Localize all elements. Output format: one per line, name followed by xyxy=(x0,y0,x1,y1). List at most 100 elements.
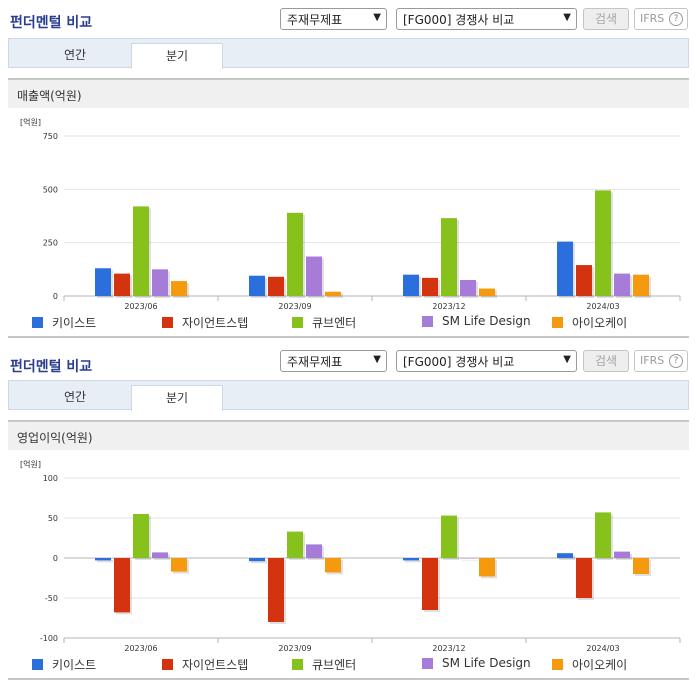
bar xyxy=(287,531,303,558)
question-icon: ? xyxy=(669,12,683,26)
legend-label: 자이언트스텝 xyxy=(182,658,249,672)
legend-swatch xyxy=(32,317,43,328)
chevron-down-icon: ▼ xyxy=(373,12,381,23)
bar-shadow xyxy=(97,560,113,563)
x-tick-label: 2023/06 xyxy=(124,644,157,653)
x-tick-label: 2023/09 xyxy=(278,302,311,311)
compare-group-select[interactable]: [FG000] 경쟁사 비교 ▼ xyxy=(396,8,577,30)
bar xyxy=(614,551,630,558)
legend-label: 키이스트 xyxy=(52,316,97,330)
ifrs-help-button[interactable]: IFRS ? xyxy=(634,8,688,30)
y-tick-label: 50 xyxy=(48,514,58,523)
bar-shadow xyxy=(462,560,478,561)
tab-annual[interactable]: 연간 xyxy=(63,390,87,404)
legend-label: 큐브엔터 xyxy=(312,658,357,672)
statement-type-select[interactable]: 주재무제표 ▼ xyxy=(280,350,387,372)
period-tabs: 연간 분기 xyxy=(8,38,689,69)
bar xyxy=(557,241,573,296)
bar-shadow xyxy=(405,560,421,563)
compare-group-value: [FG000] 경쟁사 비교 xyxy=(403,355,515,369)
panel-title: 펀더멘털 비교 xyxy=(10,359,93,375)
bar xyxy=(479,288,495,296)
legend-item-cube[interactable]: 큐브엔터 xyxy=(292,656,356,673)
bar xyxy=(95,268,111,296)
bar xyxy=(171,558,187,572)
ifrs-help-button[interactable]: IFRS ? xyxy=(634,350,688,372)
legend-swatch xyxy=(552,659,563,670)
tab-annual[interactable]: 연간 xyxy=(63,48,87,62)
legend-label: SM Life Design xyxy=(442,656,531,670)
compare-group-select[interactable]: [FG000] 경쟁사 비교 ▼ xyxy=(396,350,577,372)
chevron-down-icon: ▼ xyxy=(563,12,571,23)
bar xyxy=(460,558,476,559)
bar xyxy=(325,558,341,573)
operating-income-chart: 100 50 0 -50 -100 2023/06 2023/09 2023/12 2024/0… xyxy=(40,474,681,653)
statement-type-select[interactable]: 주재무제표 ▼ xyxy=(280,8,387,30)
legend-label: 키이스트 xyxy=(52,658,97,672)
bar xyxy=(325,291,341,296)
y-tick-label: -100 xyxy=(40,634,58,643)
chevron-down-icon: ▼ xyxy=(373,354,381,365)
bar xyxy=(171,281,187,296)
y-tick-label: 500 xyxy=(43,185,58,194)
legend-item-iok[interactable]: 아이오케이 xyxy=(552,314,627,331)
legend-item-keyeast[interactable]: 키이스트 xyxy=(32,314,96,331)
x-tick-label: 2023/12 xyxy=(432,644,465,653)
ifrs-label: IFRS xyxy=(640,354,665,367)
tab-quarterly[interactable]: 분기 xyxy=(131,385,223,411)
legend-item-giantstep[interactable]: 자이언트스텝 xyxy=(162,656,248,673)
x-tick-label: 2023/12 xyxy=(432,302,465,311)
bar xyxy=(133,514,149,558)
legend-swatch xyxy=(32,659,43,670)
legend-item-keyeast[interactable]: 키이스트 xyxy=(32,656,96,673)
bar xyxy=(460,280,476,296)
bar xyxy=(633,558,649,574)
legend-item-iok[interactable]: 아이오케이 xyxy=(552,656,627,673)
bar xyxy=(422,558,438,610)
y-axis-unit: [억원] xyxy=(20,118,41,127)
bar xyxy=(633,274,649,296)
bar xyxy=(306,544,322,558)
panel-header: 펀더멘털 비교 주재무제표 ▼ [FG000] 경쟁사 비교 ▼ 검색 IFRS… xyxy=(0,342,696,378)
y-tick-label: 0 xyxy=(53,292,58,301)
bar xyxy=(287,212,303,296)
x-tick-label: 2024/03 xyxy=(586,644,619,653)
bar-shadow xyxy=(251,560,267,564)
bar xyxy=(268,558,284,622)
legend-label: 아이오케이 xyxy=(572,316,628,330)
fundamental-panel-1: 펀더멘털 비교 주재무제표 ▼ [FG000] 경쟁사 비교 ▼ 검색 IFRS… xyxy=(0,0,696,340)
bar xyxy=(441,218,457,296)
statement-type-value: 주재무제표 xyxy=(287,13,343,27)
ifrs-label: IFRS xyxy=(640,12,665,25)
legend-swatch xyxy=(552,317,563,328)
y-axis-unit: [억원] xyxy=(20,460,41,469)
search-button[interactable]: 검색 xyxy=(583,350,629,372)
legend-item-smlifedesign[interactable]: SM Life Design xyxy=(422,314,531,328)
panel-header: 펀더멘털 비교 주재무제표 ▼ [FG000] 경쟁사 비교 ▼ 검색 IFRS… xyxy=(0,0,696,36)
bar xyxy=(152,552,168,558)
panel-title: 펀더멘털 비교 xyxy=(10,15,93,31)
bar xyxy=(557,553,573,558)
tab-quarterly[interactable]: 분기 xyxy=(131,43,223,69)
bar xyxy=(268,276,284,296)
bar xyxy=(403,274,419,296)
bar xyxy=(95,558,111,561)
legend-item-giantstep[interactable]: 자이언트스텝 xyxy=(162,314,248,331)
bar xyxy=(576,265,592,296)
panel-divider xyxy=(8,336,689,338)
legend-swatch xyxy=(292,659,303,670)
x-tick-label: 2023/06 xyxy=(124,302,157,311)
legend-item-smlifedesign[interactable]: SM Life Design xyxy=(422,656,531,670)
period-tabs: 연간 분기 xyxy=(8,380,689,411)
bar xyxy=(114,558,130,613)
section-header: 매출액(억원) xyxy=(8,78,689,108)
y-tick-label: 100 xyxy=(43,474,58,483)
section-title: 영업이익(억원) xyxy=(17,431,93,445)
section-header: 영업이익(억원) xyxy=(8,420,689,450)
y-tick-label: 750 xyxy=(43,132,58,141)
bar xyxy=(133,206,149,296)
y-tick-label: 250 xyxy=(43,239,58,248)
legend-item-cube[interactable]: 큐브엔터 xyxy=(292,314,356,331)
bar xyxy=(595,190,611,296)
search-button[interactable]: 검색 xyxy=(583,8,629,30)
